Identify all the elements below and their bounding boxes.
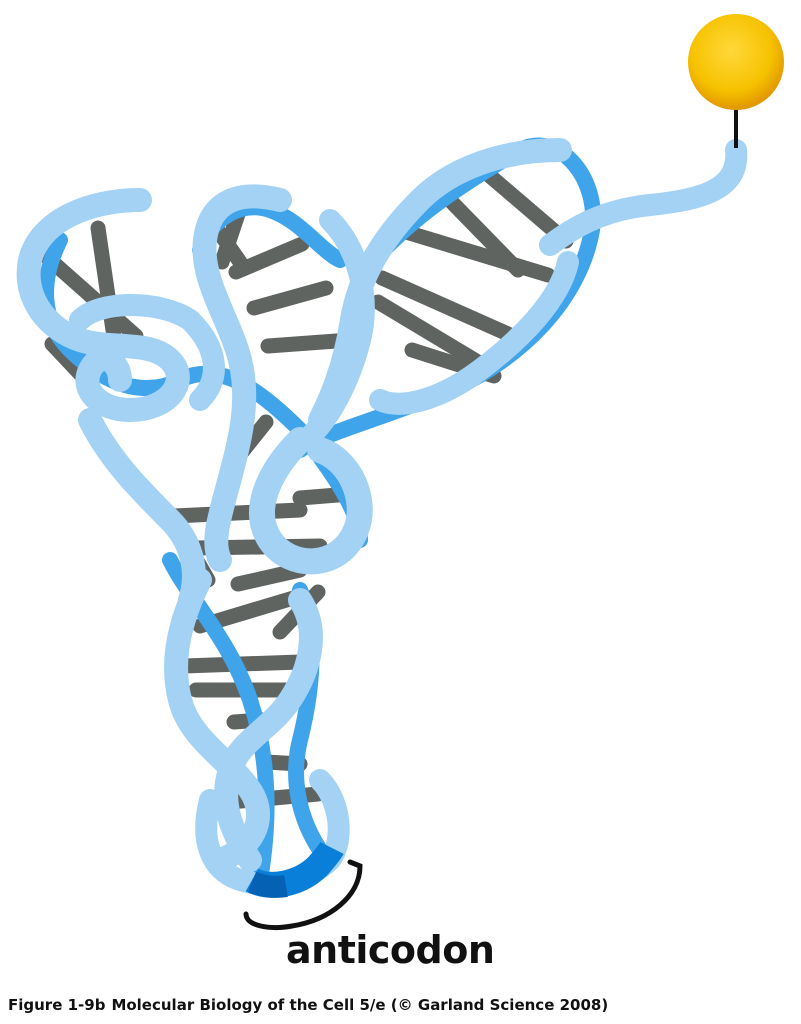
anticodon-segment-shade [247, 871, 288, 898]
amino-acid-ball [688, 14, 784, 110]
rna-backbone-ribbon [16, 137, 748, 895]
figure-caption: Figure 1-9b Molecular Biology of the Cell… [8, 996, 608, 1014]
figure-id: Figure 1-9b [8, 996, 106, 1014]
anticodon-bracket [243, 859, 363, 930]
anticodon-label: anticodon [286, 928, 495, 972]
caption-text: Molecular Biology of the Cell 5/e (© Gar… [111, 996, 609, 1014]
